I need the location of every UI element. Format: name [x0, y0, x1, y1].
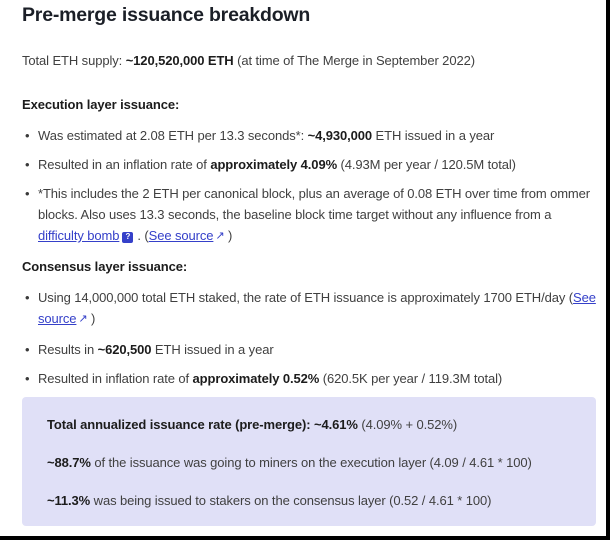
- text-segment: (620.5K per year / 119.3M total): [319, 371, 503, 386]
- stakers-share-line: ~11.3% was being issued to stakers on th…: [47, 490, 571, 511]
- inflation-rate-value: approximately 0.52%: [192, 371, 320, 386]
- text-segment: . (: [137, 228, 149, 243]
- list-item: Was estimated at 2.08 ETH per 13.3 secon…: [22, 125, 596, 146]
- list-item: *This includes the 2 ETH per canonical b…: [22, 183, 596, 248]
- text-segment: ETH issued in a year: [372, 128, 495, 143]
- see-source-link[interactable]: See source ↗: [38, 290, 596, 326]
- article-content: Pre-merge issuance breakdown Total ETH s…: [0, 0, 610, 526]
- text-segment: (at time of The Merge in September 2022): [233, 53, 475, 68]
- execution-layer-list: Was estimated at 2.08 ETH per 13.3 secon…: [22, 125, 596, 248]
- see-source-link[interactable]: See source ↗: [149, 228, 225, 243]
- total-supply-value: ~120,520,000 ETH: [125, 53, 234, 68]
- difficulty-bomb-link[interactable]: difficulty bomb: [38, 228, 120, 243]
- external-link-icon: ↗: [78, 313, 88, 325]
- inflation-rate-value: approximately 4.09%: [210, 157, 338, 172]
- text-segment: (4.93M per year / 120.5M total): [337, 157, 516, 172]
- list-item: Resulted in an inflation rate of approxi…: [22, 154, 596, 175]
- text-segment: Was estimated at 2.08 ETH per 13.3 secon…: [38, 128, 308, 143]
- text-segment: Using 14,000,000 total ETH staked, the r…: [38, 290, 574, 305]
- stakers-share-value: ~11.3%: [47, 493, 91, 508]
- miners-share-line: ~88.7% of the issuance was going to mine…: [47, 452, 571, 473]
- text-segment: of the issuance was going to miners on t…: [90, 455, 532, 470]
- consensus-layer-heading: Consensus layer issuance:: [22, 259, 188, 274]
- screenshot-edge-right: [606, 0, 610, 540]
- text-segment: Total ETH supply:: [22, 53, 126, 68]
- external-link-icon: ↗: [215, 230, 225, 242]
- text-segment: Results in: [38, 342, 98, 357]
- text-segment: was being issued to stakers on the conse…: [90, 493, 492, 508]
- link-label: See source: [38, 290, 596, 326]
- page-title: Pre-merge issuance breakdown: [22, 4, 311, 26]
- summary-callout: Total annualized issuance rate (pre-merg…: [22, 397, 596, 526]
- total-supply-line: Total ETH supply: ~120,520,000 ETH (at t…: [22, 50, 596, 71]
- link-label: See source: [148, 228, 214, 243]
- text-segment: Resulted in inflation rate of: [38, 371, 193, 386]
- eth-issued-value: ~4,930,000: [307, 128, 373, 143]
- total-issuance-rate-line: Total annualized issuance rate (pre-merg…: [47, 414, 571, 435]
- text-segment: *This includes the 2 ETH per canonical b…: [38, 186, 591, 222]
- total-issuance-rate-value: Total annualized issuance rate (pre-merg…: [47, 417, 358, 432]
- list-item: Using 14,000,000 total ETH staked, the r…: [22, 287, 596, 331]
- screenshot-edge-bottom: [0, 536, 610, 540]
- execution-layer-heading: Execution layer issuance:: [22, 97, 180, 112]
- eth-issued-value: ~620,500: [97, 342, 152, 357]
- text-segment: ETH issued in a year: [151, 342, 274, 357]
- glossary-tooltip-icon[interactable]: ?: [122, 231, 134, 243]
- list-item: Results in ~620,500 ETH issued in a year: [22, 339, 596, 360]
- miners-share-value: ~88.7%: [47, 455, 91, 470]
- consensus-layer-list: Using 14,000,000 total ETH staked, the r…: [22, 287, 596, 389]
- text-segment: ): [224, 228, 233, 243]
- text-segment: ): [87, 311, 96, 326]
- text-segment: (4.09% + 0.52%): [357, 417, 458, 432]
- text-segment: Resulted in an inflation rate of: [38, 157, 211, 172]
- list-item: Resulted in inflation rate of approximat…: [22, 368, 596, 389]
